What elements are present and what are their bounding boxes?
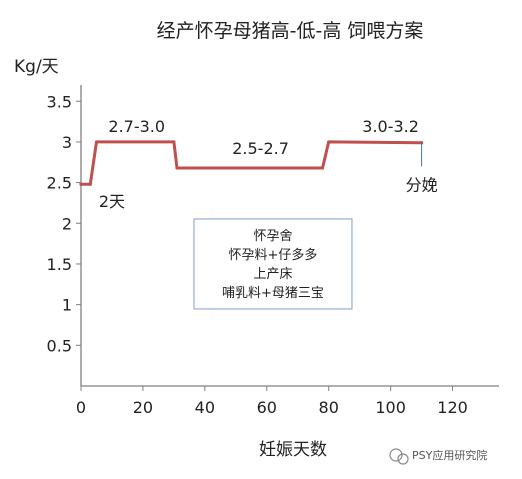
series-point bbox=[320, 166, 325, 170]
y-tick-label: 2 bbox=[62, 214, 72, 233]
x-axis-label: 妊娠天数 bbox=[259, 440, 327, 460]
series-point bbox=[172, 140, 176, 144]
range-annotation: 2.5-2.7 bbox=[232, 139, 289, 158]
series-point bbox=[79, 182, 83, 186]
x-tick-label: 120 bbox=[437, 398, 468, 417]
x-axis-ticks: 0 20 40 60 80 100 120 bbox=[76, 386, 468, 417]
x-tick-label: 20 bbox=[133, 398, 153, 417]
series-point bbox=[175, 166, 179, 170]
x-tick-label: 80 bbox=[319, 398, 339, 417]
series-point bbox=[88, 182, 92, 186]
range-annotation: 2.7-3.0 bbox=[108, 117, 165, 136]
y-tick-label: 1 bbox=[62, 296, 72, 315]
range-annotation: 2天 bbox=[99, 192, 125, 211]
y-tick-label: 2.5 bbox=[47, 174, 72, 193]
y-tick-label: 1.5 bbox=[47, 255, 72, 274]
y-axis-ticks: 0.5 1 1.5 2 2.5 3 3.5 bbox=[47, 92, 81, 355]
delivery-marker-label: 分娩 bbox=[406, 175, 438, 194]
wechat-icon bbox=[389, 448, 409, 465]
y-axis-unit-label: Kg/天 bbox=[14, 57, 59, 77]
y-tick-label: 0.5 bbox=[47, 336, 72, 355]
watermark: PSY应用研究院 bbox=[389, 448, 487, 465]
feeding-series-line bbox=[79, 140, 424, 186]
y-tick-label: 3 bbox=[62, 133, 72, 152]
note-box-line: 哺乳料+母猪三宝 bbox=[222, 286, 324, 301]
x-tick-label: 0 bbox=[76, 398, 86, 417]
chart-title: 经产怀孕母猪高-低-高 饲喂方案 bbox=[157, 20, 424, 42]
axes bbox=[80, 85, 499, 387]
note-box-frame bbox=[193, 218, 353, 310]
annotations-group: 2.7-3.0 2.5-2.7 3.0-3.2 2天 分娩 bbox=[99, 117, 438, 211]
note-box-line: 怀孕舍 bbox=[253, 229, 292, 244]
watermark-text: PSY应用研究院 bbox=[412, 448, 487, 462]
y-tick-label: 3.5 bbox=[47, 92, 72, 111]
range-annotation: 3.0-3.2 bbox=[362, 117, 419, 136]
x-tick-label: 100 bbox=[375, 398, 406, 417]
series-point bbox=[327, 140, 331, 144]
series-point bbox=[94, 140, 99, 144]
note-box-line: 怀孕料+仔多多 bbox=[229, 247, 318, 263]
note-box-line: 上产床 bbox=[253, 267, 292, 282]
x-tick-label: 60 bbox=[257, 398, 277, 417]
x-tick-label: 40 bbox=[195, 398, 215, 417]
